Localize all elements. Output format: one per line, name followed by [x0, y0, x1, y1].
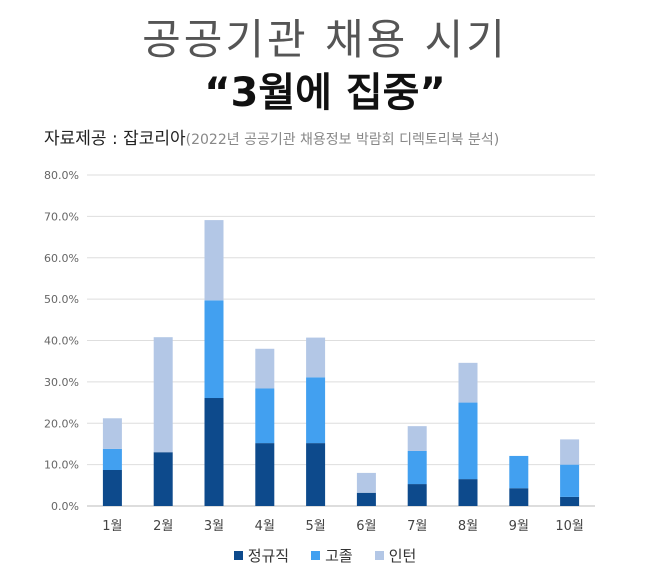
- legend-swatch-intern: [374, 551, 384, 560]
- bar-segment: [255, 348, 275, 389]
- bar-segment: [560, 439, 580, 465]
- bar-segment: [306, 337, 326, 378]
- bar-segment: [153, 337, 173, 453]
- bar-segment: [560, 464, 580, 497]
- chart-subtitle: “3월에 집중”: [204, 70, 446, 116]
- x-tick-label: 6월: [356, 519, 376, 534]
- x-tick-label: 1월: [102, 519, 122, 534]
- bar-segment: [102, 448, 122, 471]
- chart-legend: 정규직 고졸 인턴: [0, 545, 650, 566]
- x-tick-label: 4월: [255, 519, 275, 534]
- x-tick-label: 7월: [407, 519, 427, 534]
- y-tick-label: 20.0%: [44, 417, 79, 430]
- legend-item-intern: 인턴: [374, 545, 417, 566]
- y-tick-label: 50.0%: [44, 293, 79, 306]
- y-tick-label: 80.0%: [44, 169, 79, 182]
- source-label: 자료제공 : 잡코리아: [44, 129, 186, 149]
- legend-swatch-regular: [233, 551, 243, 560]
- bar-segment: [407, 450, 427, 485]
- bar-segment: [509, 455, 529, 489]
- bar-segment: [153, 452, 173, 506]
- bar-segment: [204, 398, 224, 506]
- source-detail: (2022년 공공기관 채용정보 박람회 디렉토리북 분석): [185, 132, 500, 148]
- bar-segment: [407, 426, 427, 451]
- bar-segment: [204, 220, 224, 301]
- y-tick-label: 70.0%: [44, 210, 79, 223]
- bar-segment: [458, 479, 478, 506]
- legend-label-highschool: 고졸: [325, 547, 353, 565]
- x-tick-label: 2월: [153, 519, 173, 534]
- legend-label-regular: 정규직: [247, 547, 290, 565]
- y-tick-label: 0.0%: [51, 500, 79, 513]
- x-tick-label: 3월: [204, 519, 224, 534]
- legend-item-regular: 정규직: [233, 545, 290, 566]
- y-tick-label: 60.0%: [44, 252, 79, 265]
- bar-segment: [356, 472, 376, 493]
- x-tick-label: 9월: [509, 519, 529, 534]
- legend-label-intern: 인턴: [388, 547, 417, 565]
- bar-segment: [560, 496, 580, 506]
- y-tick-label: 40.0%: [44, 335, 79, 348]
- bar-segment: [356, 492, 376, 506]
- bar-segment: [204, 300, 224, 399]
- bar-segment: [102, 470, 122, 506]
- bar-segment: [255, 443, 275, 506]
- x-tick-label: 5월: [305, 519, 325, 534]
- bar-segment: [509, 488, 529, 506]
- legend-item-highschool: 고졸: [311, 545, 353, 566]
- y-tick-label: 10.0%: [44, 459, 79, 472]
- bar-segment: [458, 362, 478, 403]
- bar-segment: [102, 418, 122, 449]
- bar-segment: [306, 443, 326, 506]
- bar-segment: [407, 484, 427, 506]
- bar-segment: [255, 388, 275, 444]
- y-tick-label: 30.0%: [44, 376, 79, 389]
- x-tick-label: 10월: [555, 519, 584, 534]
- legend-swatch-highschool: [311, 551, 321, 560]
- source-note: 자료제공 : 잡코리아(2022년 공공기관 채용정보 박람회 디렉토리북 분석…: [44, 124, 499, 149]
- chart-title: 공공기관 채용 시기: [142, 15, 508, 64]
- bar-segment: [458, 402, 478, 480]
- bar-segment: [306, 377, 326, 444]
- x-tick-label: 8월: [458, 519, 478, 534]
